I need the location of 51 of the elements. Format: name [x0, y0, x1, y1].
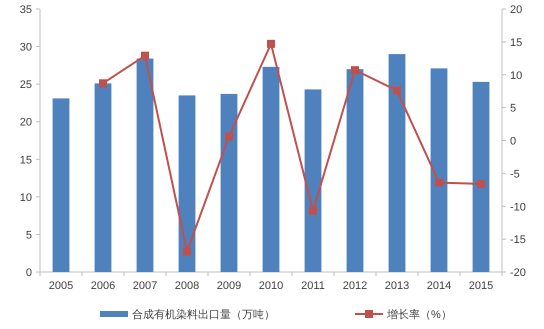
point — [393, 86, 401, 95]
x-tick-label: 2014 — [426, 280, 452, 292]
x-tick-label: 2008 — [174, 280, 200, 292]
x-tick-label: 2010 — [258, 280, 284, 292]
bar — [388, 54, 406, 272]
bar — [472, 82, 490, 272]
point — [477, 180, 485, 188]
x-tick-label: 2011 — [301, 280, 325, 292]
point — [141, 52, 149, 60]
y-tick-label: 0 — [26, 267, 32, 279]
point — [225, 132, 233, 141]
legend-label: 增长率（%） — [386, 308, 452, 321]
bar — [304, 89, 322, 272]
x-tick-label: 2006 — [90, 280, 116, 292]
y2-tick-label: -5 — [510, 168, 520, 180]
x-tick-label: 2012 — [342, 280, 368, 292]
y2-tick-label: -15 — [510, 234, 526, 246]
y-tick-label: 20 — [20, 116, 32, 129]
y2-tick-label: -20 — [510, 267, 526, 279]
y2-tick-label: -10 — [510, 201, 526, 214]
bar — [52, 98, 70, 272]
y2-tick-label: 5 — [510, 102, 516, 115]
y-tick-label: 25 — [20, 79, 32, 92]
bar — [178, 95, 196, 272]
bar — [262, 66, 280, 272]
bar — [346, 69, 364, 272]
x-tick-label: 2005 — [48, 280, 74, 292]
point — [183, 248, 191, 256]
point — [99, 79, 107, 88]
x-tick-label: 2007 — [132, 280, 158, 292]
point — [351, 66, 359, 74]
x-tick-label: 2013 — [384, 280, 410, 292]
y2-tick-label: 0 — [510, 136, 516, 148]
y-tick-label: 10 — [20, 192, 32, 204]
point — [435, 178, 443, 187]
point — [267, 40, 275, 48]
bar — [136, 58, 154, 272]
y-tick-label: 5 — [26, 229, 32, 242]
x-tick-label: 2015 — [468, 280, 494, 292]
bar — [220, 94, 238, 272]
y2-tick-label: 15 — [510, 36, 522, 49]
bar — [430, 68, 448, 272]
point — [309, 206, 317, 215]
legend-label: 合成有机染料出口量（万吨） — [132, 308, 275, 321]
y2-tick-label: 10 — [510, 70, 522, 82]
y-tick-label: 15 — [20, 154, 32, 166]
y-tick-label: 35 — [20, 4, 32, 16]
y2-tick-label: 20 — [510, 4, 522, 16]
y-tick-label: 30 — [20, 42, 32, 54]
bar — [94, 83, 112, 272]
x-tick-label: 2009 — [216, 280, 242, 292]
